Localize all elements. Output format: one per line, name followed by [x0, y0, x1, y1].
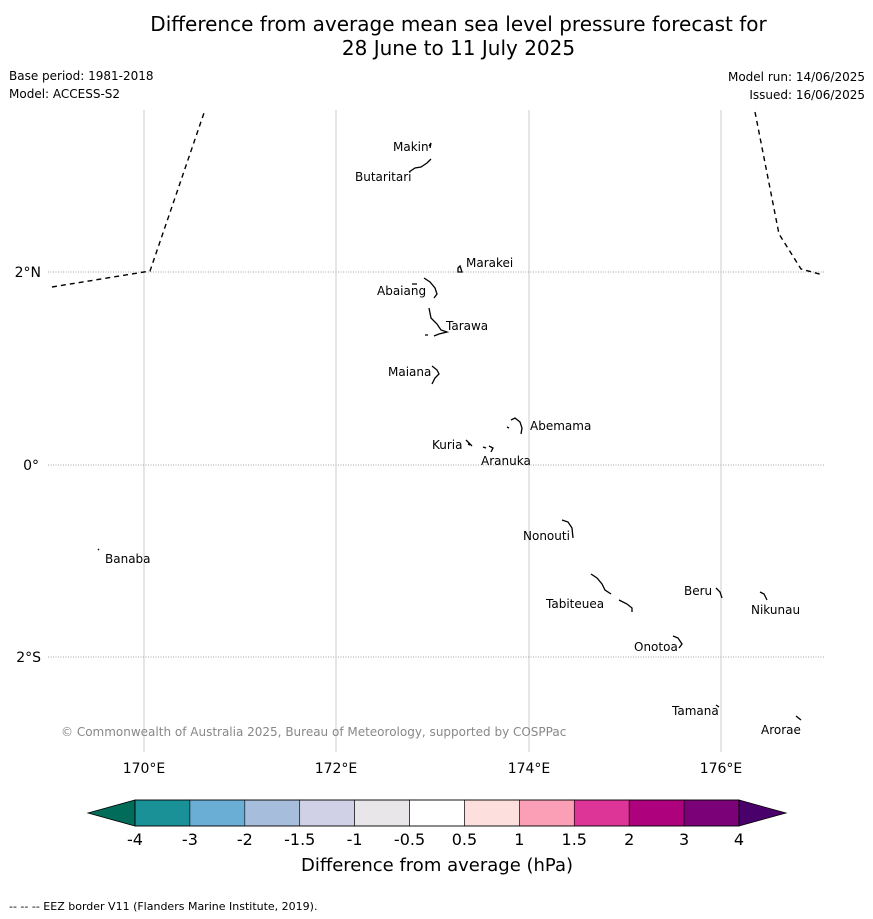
- colorbar-bin: [189, 799, 246, 827]
- island-outlines: [97, 142, 802, 721]
- colorbar-bin: [464, 799, 520, 827]
- island-label-tamana: Tamana: [671, 704, 719, 718]
- title-line-2: 28 June to 11 July 2025: [341, 36, 576, 60]
- island-label-nikunau: Nikunau: [751, 603, 800, 617]
- island-label-tarawa: Tarawa: [445, 319, 488, 333]
- colorbar-high-extend: [738, 799, 788, 827]
- island-label-arorae: Arorae: [761, 723, 801, 737]
- eez-border-west: [51, 109, 206, 288]
- colorbar-bin: [299, 799, 355, 827]
- island-shape-abaiang: [412, 277, 438, 299]
- colorbar-tick-label: -1: [347, 830, 363, 849]
- island-shape-nikunau: [759, 591, 768, 601]
- island-label-maiana: Maiana: [388, 365, 431, 379]
- island-shape-tamana: [715, 704, 720, 708]
- colorbar-label: Difference from average (hPa): [301, 855, 573, 876]
- eez-border: [51, 109, 824, 288]
- lon-label-176e: 176°E: [700, 761, 743, 777]
- model-run: Model run: 14/06/2025: [727, 70, 865, 84]
- island-label-banaba: Banaba: [105, 552, 151, 566]
- colorbar-bin: [134, 799, 191, 827]
- island-shape-beru: [715, 587, 723, 599]
- colorbar-ticks: -4 -3 -2 -1.5 -1 -0.5 0.5 1 1.5 2 3 4: [127, 830, 744, 849]
- island-shape-makin: [428, 142, 432, 149]
- island-label-nonouti: Nonouti: [523, 529, 570, 543]
- colorbar-tick-label: 3: [679, 830, 689, 849]
- island-label-kuria: Kuria: [432, 438, 463, 452]
- latitude-gridlines: [48, 271, 825, 658]
- colorbar-bin: [354, 799, 410, 827]
- island-label-beru: Beru: [684, 584, 712, 598]
- island-shape-butaritari: [408, 158, 432, 173]
- island-shape-kuria: [465, 439, 473, 447]
- island-labels: Makin Butaritari Marakei Abaiang Tarawa …: [105, 140, 801, 737]
- copyright-notice: © Commonwealth of Australia 2025, Bureau…: [61, 725, 566, 739]
- island-shape-maiana: [431, 365, 440, 385]
- colorbar-tick-label: -1.5: [284, 830, 315, 849]
- eez-footnote: -- -- -- EEZ border V11 (Flanders Marine…: [9, 900, 318, 913]
- colorbar-low-extend: [86, 799, 136, 827]
- colorbar-tick-label: 2: [624, 830, 634, 849]
- island-label-marakei: Marakei: [466, 256, 513, 270]
- colorbar-frame: [134, 799, 740, 827]
- lon-label-172e: 172°E: [315, 761, 358, 777]
- island-shape-marakei: [457, 264, 463, 273]
- island-shape-onotoa: [672, 635, 683, 649]
- island-shape-tarawa: [425, 307, 450, 337]
- map-title: Difference from average mean sea level p…: [0, 12, 873, 60]
- title-line-1: Difference from average mean sea level p…: [150, 12, 767, 36]
- island-shape-banaba: [97, 548, 100, 551]
- colorbar-tick-label: -4: [127, 830, 143, 849]
- colorbar-bin: [409, 799, 465, 827]
- colorbar-bin: [244, 799, 301, 827]
- island-label-abaiang: Abaiang: [377, 284, 426, 298]
- island-shape-abemama: [506, 417, 523, 435]
- island-shape-arorae: [795, 715, 802, 721]
- longitude-gridlines: [143, 110, 722, 752]
- lat-label-2s: 2°S: [16, 650, 41, 666]
- eez-border-east: [754, 111, 824, 276]
- lon-label-174e: 174°E: [508, 761, 551, 777]
- colorbar-bin: [573, 799, 630, 827]
- colorbar-bin: [519, 799, 575, 827]
- island-label-abemama: Abemama: [530, 419, 591, 433]
- colorbar-bin: [683, 799, 740, 827]
- base-period: Base period: 1981-2018: [9, 69, 154, 83]
- island-label-onotoa: Onotoa: [634, 640, 678, 654]
- longitude-labels: 170°E 172°E 174°E 176°E: [123, 761, 743, 777]
- colorbar-tick-label: -2: [237, 830, 253, 849]
- colorbar-bins: [134, 799, 740, 827]
- issued-date: Issued: 16/06/2025: [749, 88, 865, 102]
- colorbar-bin: [628, 799, 685, 827]
- colorbar-tick-label: -3: [182, 830, 198, 849]
- colorbar-tick-label: 1.5: [562, 830, 587, 849]
- lat-label-2n: 2°N: [15, 265, 41, 281]
- island-label-tabiteuea: Tabiteuea: [545, 597, 604, 611]
- island-label-butaritari: Butaritari: [355, 170, 412, 184]
- latitude-labels: 2°N 0° 2°S: [15, 265, 42, 666]
- island-shape-nonouti: [561, 519, 574, 539]
- colorbar-tick-label: -0.5: [394, 830, 425, 849]
- lat-label-0: 0°: [23, 458, 39, 474]
- colorbar-tick-label: 0.5: [452, 830, 477, 849]
- colorbar: -4 -3 -2 -1.5 -1 -0.5 0.5 1 1.5 2 3 4 Difference fr…: [86, 799, 788, 876]
- model-name: Model: ACCESS-S2: [9, 87, 121, 101]
- lon-label-170e: 170°E: [123, 761, 166, 777]
- island-shape-aranuka: [482, 445, 494, 453]
- island-label-aranuka: Aranuka: [481, 454, 531, 468]
- island-label-makin: Makin: [393, 140, 429, 154]
- colorbar-tick-label: 1: [514, 830, 524, 849]
- island-shape-tabiteuea: [590, 573, 633, 612]
- colorbar-tick-label: 4: [734, 830, 744, 849]
